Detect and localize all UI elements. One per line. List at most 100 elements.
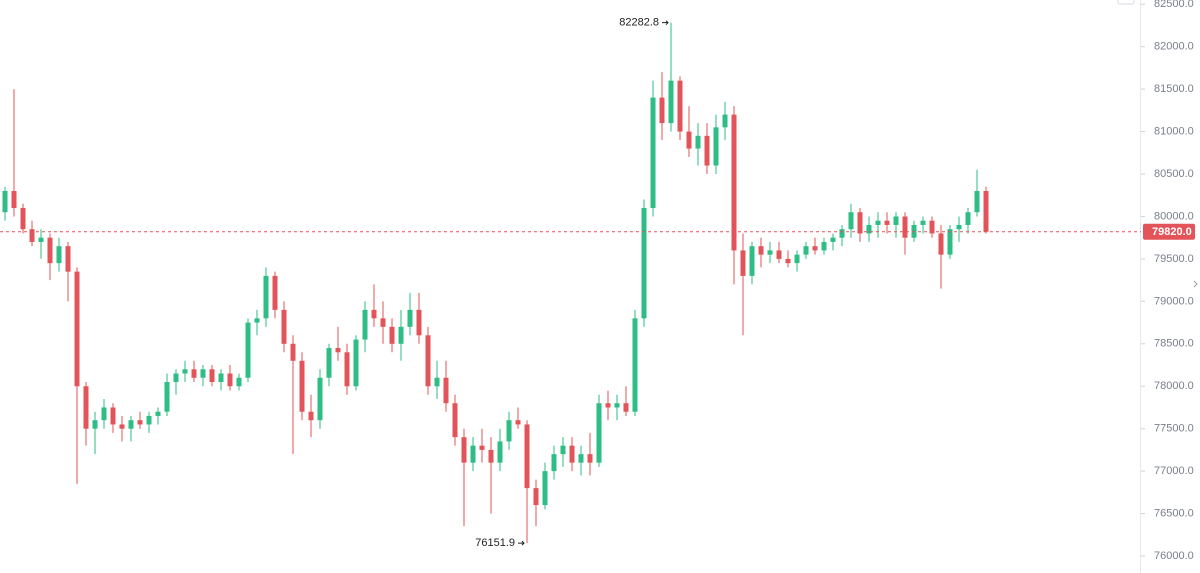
candle-body [506,420,512,442]
candle-body [398,326,404,344]
candle-body [218,373,224,382]
candle-body [83,386,89,429]
extreme-label: 76151.9 [475,537,515,549]
candle-body [182,369,188,374]
candle-body [470,445,476,463]
candle-body [200,369,206,378]
y-tick-label: 79000.0 [1154,295,1194,307]
candle-body [119,424,125,429]
candle-body [560,445,566,455]
candle-body [578,454,584,463]
candle-body [38,237,44,242]
candle-body [893,216,899,225]
candle-body [335,348,341,353]
candle-body [245,322,251,378]
candle-body [371,309,377,319]
candle-body [290,343,296,361]
candle-body [839,229,845,238]
candle-body [2,191,8,213]
y-tick-label: 76000.0 [1154,550,1194,562]
candle-body [110,407,116,425]
candle-body [659,97,665,124]
candle-body [956,224,962,230]
candle-body [587,454,593,463]
candle-body [137,420,143,425]
candle-body [533,488,539,506]
candle-body [47,237,53,264]
candle-body [479,445,485,450]
candle-body [794,254,800,264]
candle-body [461,437,467,463]
candle-body [317,377,323,421]
candle-body [452,403,458,438]
candle-body [920,220,926,225]
candle-body [704,135,710,166]
candle-body [686,131,692,149]
candle-body [164,382,170,412]
y-tick-label: 77500.0 [1154,423,1194,435]
candle-body [407,309,413,327]
candle-body [65,246,71,272]
expand-arrow[interactable] [1193,280,1198,288]
candle-body [632,318,638,412]
candle-body [209,369,215,382]
candle-body [821,241,827,251]
candle-body [947,229,953,255]
extreme-arrow [662,20,669,26]
y-tick-label: 81000.0 [1154,125,1194,137]
candle-body [281,309,287,344]
candle-body [497,441,503,463]
extreme-arrow [518,540,525,546]
candle-body [974,191,980,213]
candle-body [596,403,602,463]
candle-body [236,377,242,387]
candle-body [101,407,107,421]
candle-body [668,80,674,124]
y-tick-label: 82000.0 [1154,41,1194,53]
candle-body [713,127,719,166]
candle-body [830,237,836,242]
candle-body [524,424,530,489]
panel-button[interactable] [1117,0,1135,5]
candle-body [776,250,782,259]
candle-body [173,373,179,382]
candle-body [650,97,656,208]
candle-body [857,212,863,234]
candle-body [623,403,629,412]
candle-body [758,246,764,255]
y-tick-label: 78500.0 [1154,338,1194,350]
y-tick-label: 80000.0 [1154,210,1194,222]
candle-body [785,258,791,264]
candle-body [614,403,620,408]
candle-body [875,220,881,225]
candle-body [11,191,17,208]
extreme-label: 82282.8 [619,17,659,29]
candle-body [29,229,35,242]
y-tick-label: 77000.0 [1154,465,1194,477]
candle-body [20,207,26,230]
candle-body [749,246,755,276]
candle-body [884,220,890,225]
candle-body [515,420,521,425]
candle-body [425,335,431,387]
candle-body [299,360,305,412]
candle-body [308,411,314,421]
candle-body [866,224,872,234]
candle-body [938,233,944,255]
candle-body [569,445,575,463]
candle-body [767,250,773,255]
candle-body [488,449,494,463]
candle-body [740,250,746,276]
candle-body [551,454,557,472]
candle-body [227,373,233,387]
y-tick-label: 79500.0 [1154,253,1194,265]
candle-body [380,318,386,327]
candle-body [965,212,971,225]
candle-body [191,369,197,378]
candle-body [362,309,368,340]
candle-body [155,411,161,416]
candle-body [434,377,440,387]
y-tick-label: 81500.0 [1154,83,1194,95]
